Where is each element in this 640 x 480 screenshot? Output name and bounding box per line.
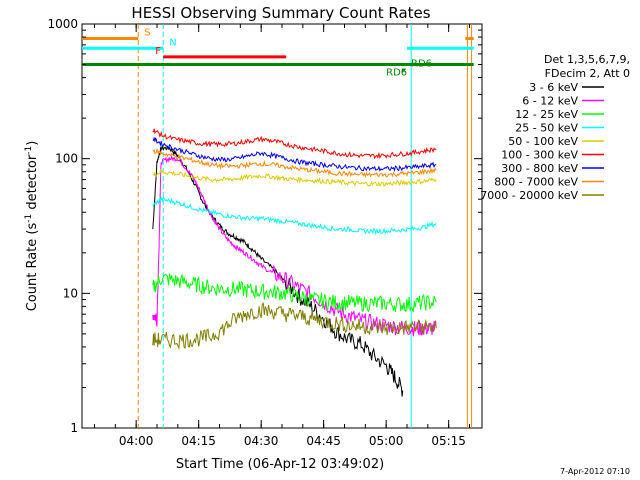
y-axis-label-sup1: -1 <box>24 214 34 223</box>
y-tick-label-0: 1 <box>70 421 78 435</box>
y-axis-label-end: ) <box>25 141 40 146</box>
y-axis-label-sup2: -1 <box>24 146 34 155</box>
vertical-markers <box>137 24 473 428</box>
series-line-3 <box>152 196 437 236</box>
plot-frame <box>81 23 483 429</box>
y-axis-label-text: Count Rate (s <box>25 223 40 312</box>
legend-label-1: 6 - 12 keV <box>522 95 578 108</box>
legend-label-7: 800 - 7000 keV <box>494 176 578 189</box>
series-line-4 <box>152 168 437 188</box>
x-tick-label-5: 05:15 <box>431 434 466 448</box>
legend-label-8: 7000 - 20000 keV <box>480 189 578 202</box>
flag-label-rd6: RD6 <box>386 68 407 79</box>
y-tick-label-2: 100 <box>55 152 78 166</box>
legend-header-line1: Det 1,3,5,6,7,9, <box>544 53 630 66</box>
footer-timestamp: 7-Apr-2012 07:10 <box>560 467 630 476</box>
legend-label-4: 50 - 100 keV <box>508 135 578 148</box>
y-axis-label-mid: detector <box>25 154 40 214</box>
status-flags: S NF RD6 RD6 <box>82 28 474 79</box>
legend-label-3: 25 - 50 keV <box>515 122 578 135</box>
legend-label-5: 100 - 300 keV <box>501 149 578 162</box>
plot-border <box>81 23 483 429</box>
flag-label-rd6-extra: RD6 <box>411 59 432 70</box>
legend: Det 1,3,5,6,7,9, FDecim 2, Att 0 3 - 6 k… <box>480 53 630 202</box>
series-line-1 <box>152 155 437 337</box>
flag-label-s: S <box>144 28 150 39</box>
y-tick-label-1: 10 <box>63 286 78 300</box>
x-tick-label-1: 04:15 <box>181 434 216 448</box>
x-tick-label-4: 05:00 <box>369 434 404 448</box>
series-line-8 <box>152 302 437 350</box>
y-axis-label: Count Rate (s-1 detector-1) <box>24 141 40 312</box>
x-tick-label-2: 04:30 <box>244 434 279 448</box>
flag-marker-rd6 <box>401 68 405 72</box>
legend-label-2: 12 - 25 keV <box>515 108 578 121</box>
x-tick-label-3: 04:45 <box>306 434 341 448</box>
legend-label-6: 300 - 800 keV <box>501 162 578 175</box>
chart-title: HESSI Observing Summary Count Rates <box>131 4 430 22</box>
x-tick-label-0: 04:00 <box>119 434 154 448</box>
x-axis-ticks: 04:00 04:15 04:30 04:45 05:00 05:15 <box>94 24 470 448</box>
series-line-7 <box>152 148 437 179</box>
x-axis-label: Start Time (06-Apr-12 03:49:02) <box>176 457 384 472</box>
y-axis-ticks: 1 10 100 1000 <box>47 17 482 435</box>
series-line-2 <box>152 273 437 313</box>
legend-label-0: 3 - 6 keV <box>529 81 578 94</box>
series-group <box>152 128 437 397</box>
series-line-5 <box>152 128 437 160</box>
flag-label-n: N <box>169 37 176 48</box>
flag-label-f: F <box>155 46 161 57</box>
legend-header-line2: FDecim 2, Att 0 <box>545 67 630 80</box>
series-line-6 <box>152 137 437 172</box>
y-tick-label-3: 1000 <box>47 17 78 31</box>
